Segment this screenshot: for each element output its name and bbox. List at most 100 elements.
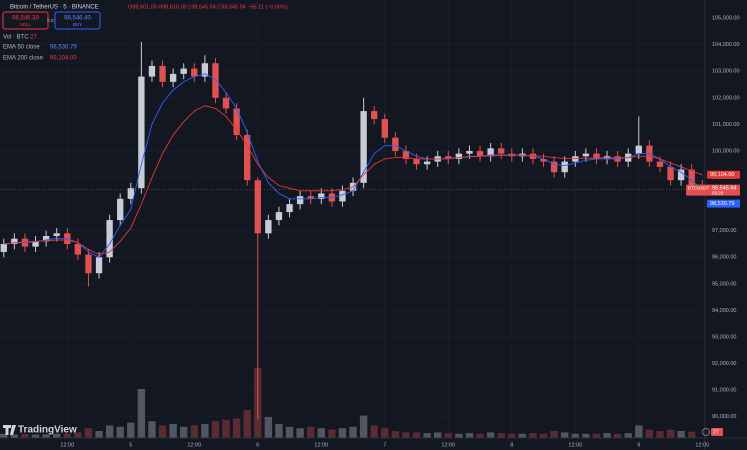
- volume-bar: [180, 426, 188, 438]
- candle-body: [476, 150, 484, 157]
- volume-bar: [0, 433, 8, 438]
- candle-body: [307, 196, 314, 199]
- volume-bar: [53, 433, 61, 438]
- volume-bar: [571, 433, 579, 438]
- y-tick-label: 92,000.00: [712, 361, 736, 367]
- candle-body: [127, 188, 134, 199]
- candle-body: [423, 161, 431, 165]
- ema200-price-label: 99,104.00: [710, 172, 734, 178]
- volume-bar: [529, 433, 537, 438]
- volume-bar: [243, 410, 251, 438]
- x-tick-label: 9: [637, 442, 640, 448]
- volume-bar: [127, 422, 135, 438]
- symbol-label: BTCUSDT: [688, 185, 710, 190]
- y-tick-label: 95,000.00: [712, 281, 736, 287]
- x-tick-label: 12:00: [314, 442, 328, 448]
- candle-body: [360, 111, 367, 183]
- branding: TradingView: [18, 425, 77, 436]
- volume-bar: [476, 433, 484, 438]
- ohlc: O98,601.05 H98,616.00 L98,545.94 C98,545…: [128, 4, 288, 10]
- buy-button[interactable]: [54, 11, 101, 30]
- volume-bar: [116, 426, 124, 438]
- candle-body: [0, 243, 7, 252]
- volume-bar: [74, 432, 82, 438]
- title: Bitcoin / TetherUS · 5 · BINANCE: [10, 5, 99, 11]
- volume-bar: [582, 433, 590, 438]
- volume-bar: [592, 433, 601, 438]
- y-tick-label: 94,000.00: [712, 308, 736, 314]
- candle-body: [466, 150, 473, 154]
- sell-price: 98,546.39: [12, 16, 39, 22]
- x-tick-label: 7: [383, 442, 386, 448]
- volume-bar: [190, 425, 198, 438]
- candle-body: [455, 153, 463, 159]
- volume-bar: [359, 415, 368, 438]
- volume-label-box: [711, 428, 723, 436]
- volume-bar: [624, 433, 632, 438]
- volume-bar: [63, 433, 71, 438]
- volume-bar: [31, 434, 40, 438]
- volume-bar: [455, 433, 463, 438]
- ema200-legend: EMA 200 close: [3, 56, 44, 62]
- candle-body: [688, 169, 695, 186]
- y-tick-label: 103,000.00: [712, 69, 740, 75]
- settings-icon: [702, 428, 710, 436]
- volume-bar: [677, 431, 685, 438]
- candle-body: [106, 220, 113, 258]
- volume-bar: [158, 425, 167, 438]
- volume-bar: [10, 434, 19, 438]
- volume-bar: [201, 424, 209, 438]
- volume-bar: [148, 421, 156, 438]
- volume-bar: [137, 389, 146, 438]
- volume-bar: [688, 431, 696, 438]
- x-tick-label: 8: [510, 442, 513, 448]
- candle-body: [85, 254, 92, 274]
- y-tick-label: 91,000.00: [712, 388, 736, 394]
- close-price-label: 98,545.94: [712, 186, 736, 192]
- sell-label: SELL: [20, 22, 32, 27]
- volume-bar: [613, 433, 622, 438]
- candle-body: [392, 137, 399, 151]
- buy-label: BUY: [73, 22, 82, 27]
- candle-body: [635, 145, 642, 154]
- volume-bar: [645, 429, 654, 438]
- volume-bar: [211, 421, 220, 438]
- ema50-price-label: 98,530.79: [710, 201, 734, 207]
- y-tick-label: 102,000.00: [712, 95, 740, 101]
- y-tick-label: 101,000.00: [712, 122, 740, 128]
- candle-body: [286, 204, 293, 213]
- volume-bar: [561, 432, 569, 438]
- x-tick-label: 5: [129, 442, 132, 448]
- candle-body: [74, 243, 82, 255]
- x-tick-label: 6: [256, 442, 259, 448]
- candle-body: [32, 241, 39, 247]
- y-tick-label: 97,000.00: [712, 228, 736, 234]
- candle-body: [413, 158, 420, 165]
- volume-bar: [296, 428, 304, 438]
- candle-body: [254, 180, 261, 234]
- volume-bar: [539, 433, 548, 438]
- price-label-box: [707, 170, 740, 179]
- volume-bar: [169, 424, 177, 438]
- buy-price: 98,546.40: [64, 16, 91, 22]
- y-tick-label: 93,000.00: [712, 334, 736, 340]
- volume-bar: [349, 426, 357, 438]
- candle-body: [53, 233, 60, 237]
- ema50-legend: EMA 50 close: [3, 45, 40, 51]
- volume-bar: [635, 425, 643, 438]
- volume-bar: [666, 429, 675, 438]
- volume-bar: [391, 431, 400, 438]
- candle-body: [677, 169, 685, 181]
- x-tick-label: 12:00: [568, 442, 582, 448]
- y-tick-label: 100,000.00: [712, 148, 740, 154]
- sell-button[interactable]: [2, 11, 49, 30]
- candle-body: [550, 161, 558, 173]
- candle-body: [233, 108, 240, 136]
- candle-body: [593, 153, 600, 159]
- candle-body: [445, 156, 452, 159]
- volume-bar: [275, 424, 283, 438]
- candle-body: [244, 135, 251, 181]
- candle-body: [296, 196, 304, 205]
- candle-body: [95, 257, 103, 274]
- volume-bar: [370, 425, 378, 438]
